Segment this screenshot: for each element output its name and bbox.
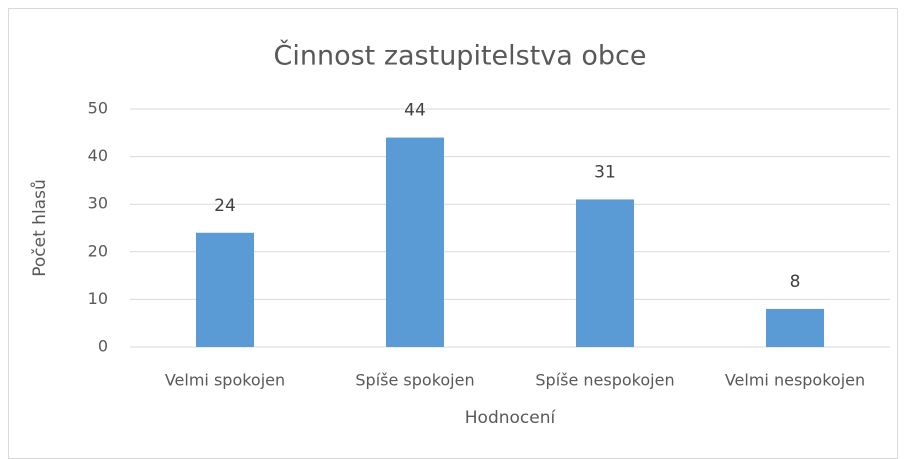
chart-title: Činnost zastupitelstva obce [273,40,646,72]
x-axis-title: Hodnocení [465,408,557,428]
y-axis-title: Počet hlasů [30,179,50,276]
y-tick-label: 0 [98,337,108,356]
chart-border [8,8,898,459]
x-tick-label: Spíše nespokojen [535,371,674,390]
bar [386,137,444,347]
x-tick-label: Velmi spokojen [165,371,285,390]
bar [576,199,634,347]
y-tick-label: 20 [88,241,108,260]
x-tick-label: Spíše spokojen [355,371,474,390]
data-label: 44 [404,101,426,121]
data-label: 31 [594,162,616,182]
bar [766,308,824,347]
data-label: 24 [214,196,236,216]
x-tick-label: Velmi nespokojen [725,371,865,390]
y-tick-label: 10 [88,289,108,308]
data-label: 8 [790,272,801,292]
y-tick-label: 40 [88,146,108,165]
bar [196,232,254,347]
y-tick-label: 30 [88,194,108,213]
y-tick-label: 50 [88,99,108,118]
